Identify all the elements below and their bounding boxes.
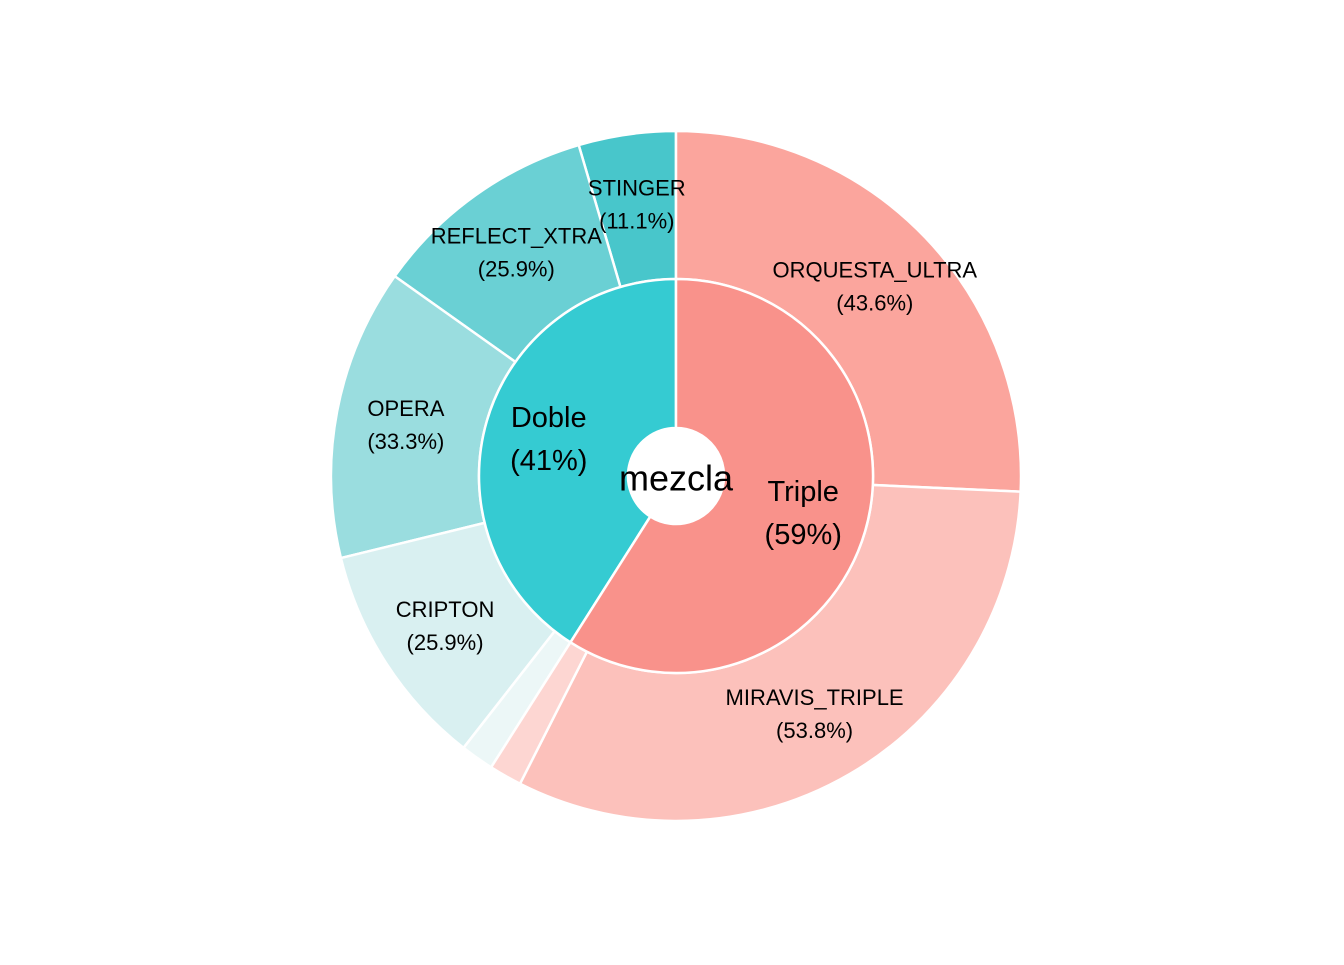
outer-pct-cripton: (25.9%) — [407, 630, 484, 655]
inner-label-triple: Triple — [768, 476, 839, 508]
slice-labels: Doble (41%) Triple (59%) STINGER (11.1%)REFLE… — [367, 175, 977, 743]
outer-pct-opera: (33.3%) — [367, 429, 444, 454]
outer-ring — [329, 129, 1023, 823]
inner-pct-triple: (59%) — [765, 519, 842, 551]
outer-label-cripton: CRIPTON — [396, 597, 495, 622]
inner-ring — [477, 277, 875, 675]
outer-pct-miravis-triple: (53.8%) — [776, 718, 853, 743]
outer-pct-stinger: (11.1%) — [599, 208, 674, 233]
center-hole — [628, 428, 724, 524]
outer-label-orquesta-ultra: ORQUESTA_ULTRA — [773, 258, 978, 283]
outer-label-miravis-triple: MIRAVIS_TRIPLE — [726, 685, 904, 710]
outer-pct-reflect-xtra: (25.9%) — [478, 257, 555, 282]
center-label: mezcla — [619, 458, 734, 499]
inner-label-doble: Doble — [511, 402, 587, 434]
outer-label-stinger: STINGER — [588, 175, 686, 200]
outer-pct-orquesta-ultra: (43.6%) — [836, 291, 913, 316]
outer-label-opera: OPERA — [367, 396, 444, 421]
outer-label-reflect-xtra: REFLECT_XTRA — [431, 224, 602, 249]
inner-pct-doble: (41%) — [510, 445, 587, 477]
